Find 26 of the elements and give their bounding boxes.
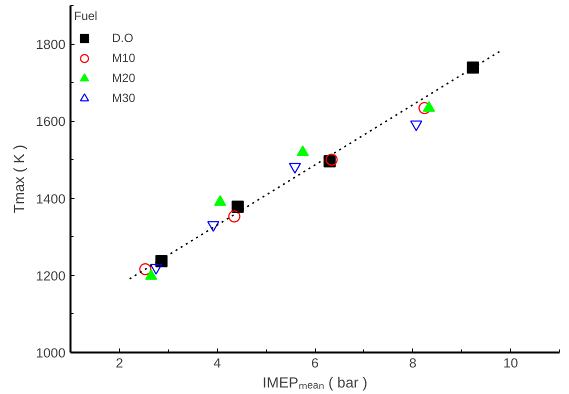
point bbox=[207, 221, 220, 232]
point bbox=[150, 264, 162, 275]
x-tick-label: 4 bbox=[213, 356, 222, 370]
x-tick-label: 2 bbox=[116, 356, 124, 370]
legend-label: M30 bbox=[112, 91, 136, 105]
y-tick-label: 1400 bbox=[36, 191, 66, 206]
y-tick-label: 1800 bbox=[36, 37, 66, 52]
point bbox=[418, 102, 431, 114]
x-axis-title: IMEPₘₑₐₙ ( bar ) bbox=[262, 376, 368, 392]
legend-label: M10 bbox=[112, 51, 136, 65]
point bbox=[296, 145, 309, 156]
y-tick-label: 1200 bbox=[36, 268, 66, 284]
point bbox=[422, 101, 436, 112]
point bbox=[228, 210, 240, 222]
x-tick-label: 10 bbox=[503, 356, 518, 370]
point bbox=[466, 61, 480, 74]
y-axis-title: Tmax ( K ) bbox=[12, 144, 28, 214]
legend-label: M20 bbox=[112, 71, 136, 85]
legend-label: D.O bbox=[112, 31, 134, 45]
x-tick-label: 8 bbox=[409, 356, 417, 370]
legend-title: Fuel bbox=[74, 9, 98, 23]
y-tick-label: 1600 bbox=[36, 114, 66, 130]
y-tick-label: 1000 bbox=[36, 346, 66, 360]
point bbox=[232, 200, 244, 213]
point bbox=[139, 263, 152, 276]
x-tick-label: 6 bbox=[311, 356, 319, 370]
